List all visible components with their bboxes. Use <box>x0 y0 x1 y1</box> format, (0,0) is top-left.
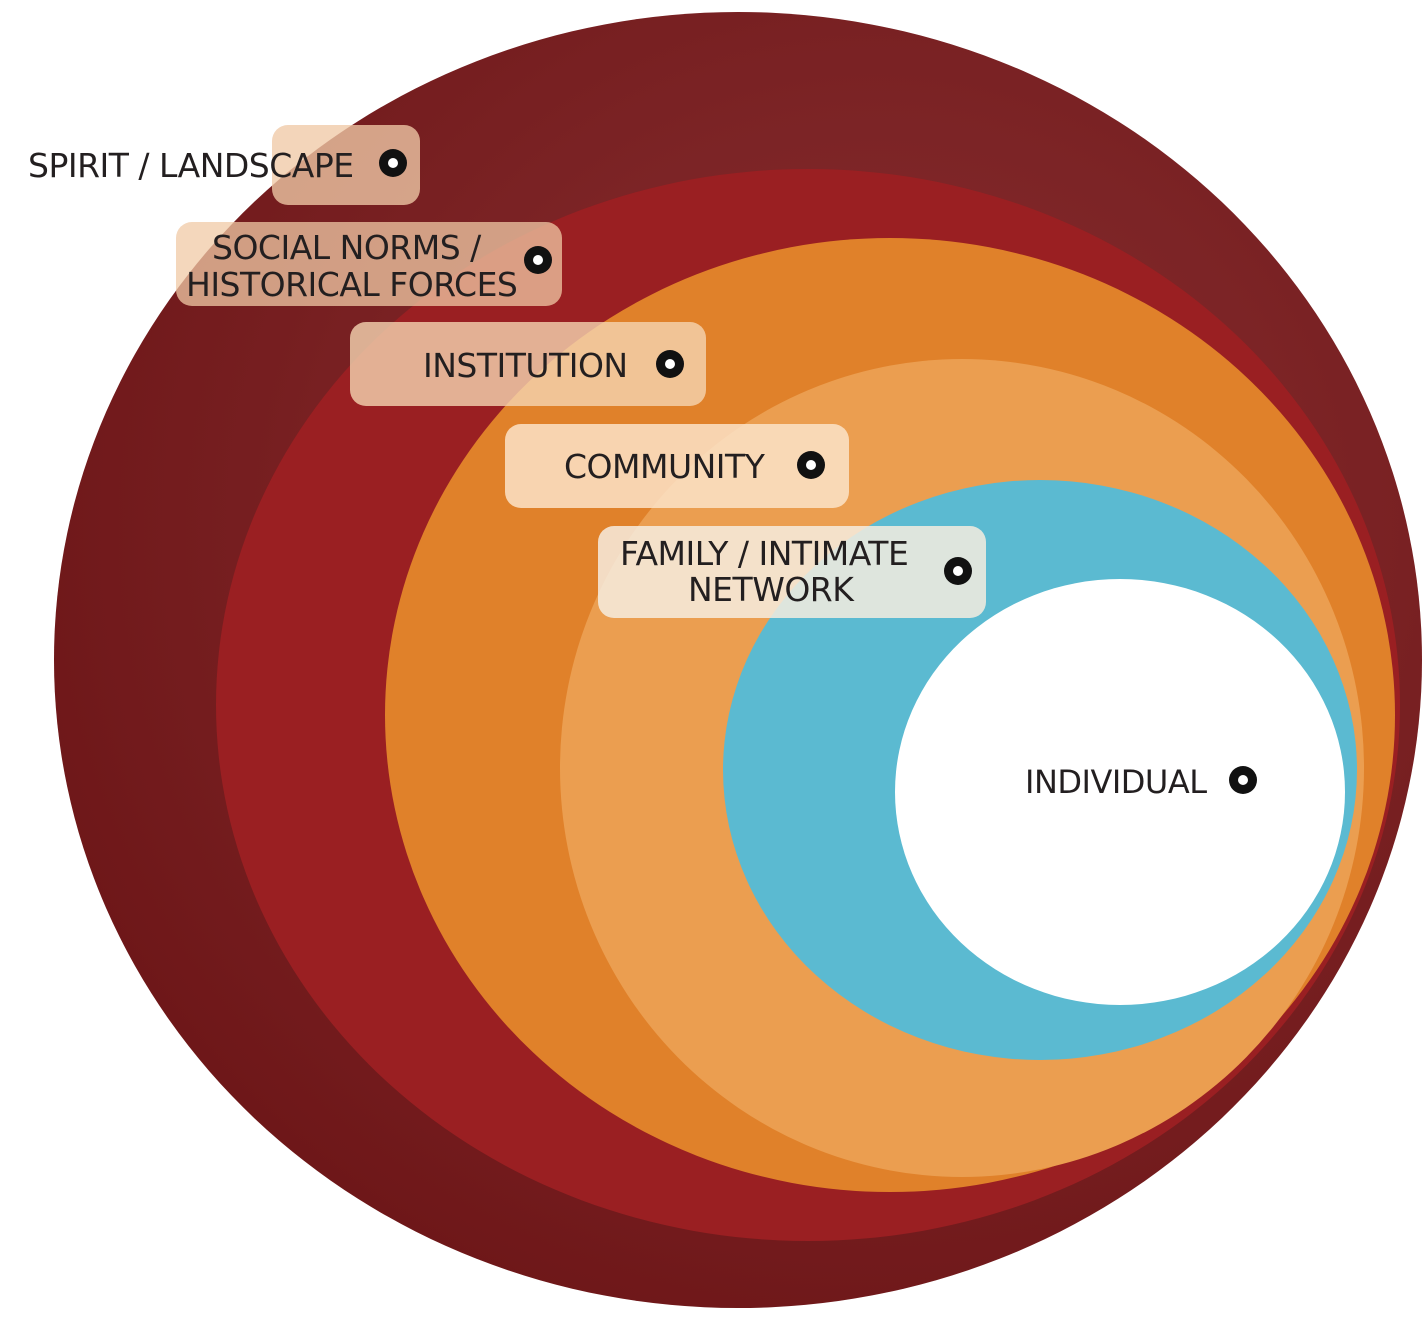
label-family-tag <box>598 526 986 618</box>
bullet-icon <box>656 350 684 378</box>
label-individual-text: INDIVIDUAL <box>1025 763 1207 801</box>
label-social-line1: SOCIAL NORMS / <box>212 228 482 267</box>
label-community-text: COMMUNITY <box>564 447 766 486</box>
ring-individual <box>895 579 1345 1005</box>
bullet-icon <box>1229 766 1257 794</box>
label-spirit-tag <box>272 125 420 205</box>
label-social-tag <box>176 222 562 306</box>
label-institution-tag <box>350 322 706 406</box>
label-spirit-landscape: SPIRIT / LANDSCAPE <box>28 125 420 205</box>
label-institution-text: INSTITUTION <box>423 346 628 385</box>
label-individual: INDIVIDUAL <box>1025 763 1257 801</box>
label-social-line2: HISTORICAL FORCES <box>186 265 517 304</box>
label-family-line1: FAMILY / INTIMATE <box>620 534 908 573</box>
label-community: COMMUNITY <box>505 424 849 508</box>
bullet-icon <box>379 149 407 177</box>
label-social-norms: SOCIAL NORMS / HISTORICAL FORCES <box>176 222 562 306</box>
label-institution: INSTITUTION <box>350 322 706 406</box>
label-family: FAMILY / INTIMATE NETWORK <box>598 526 986 618</box>
label-community-tag <box>505 424 849 508</box>
label-spirit-text: SPIRIT / LANDSCAPE <box>28 146 354 185</box>
bullet-icon <box>797 451 825 479</box>
bullet-icon <box>524 246 552 274</box>
label-family-line2: NETWORK <box>688 570 855 609</box>
bullet-icon <box>944 557 972 585</box>
